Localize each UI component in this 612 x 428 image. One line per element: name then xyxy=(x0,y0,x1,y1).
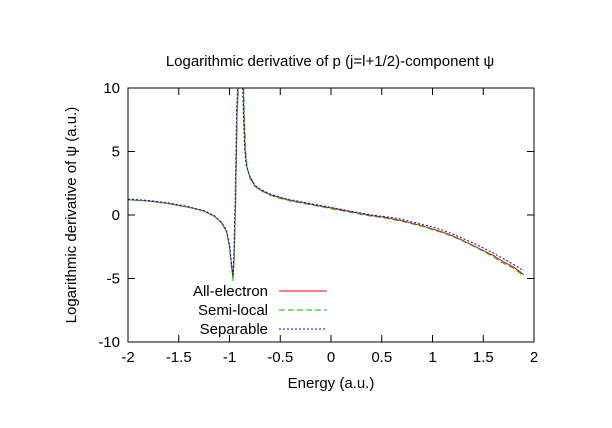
y-axis-label: Logarithmic derivative of ψ (a.u.) xyxy=(63,107,80,324)
x-tick-label: 1.5 xyxy=(473,349,494,366)
series-line xyxy=(128,88,239,275)
x-axis-label: Energy (a.u.) xyxy=(288,375,375,392)
series-line xyxy=(243,88,525,277)
x-tick-label: -0.5 xyxy=(267,349,293,366)
chart-title: Logarithmic derivative of p (j=l+1/2)-co… xyxy=(166,53,494,70)
legend-label: Semi-local xyxy=(198,302,268,319)
x-tick-label: -1.5 xyxy=(166,349,192,366)
legend: All-electron Semi-local Separable xyxy=(193,283,327,338)
legend-label: Separable xyxy=(200,321,268,338)
legend-label: All-electron xyxy=(193,283,268,300)
x-tick-label: 0.5 xyxy=(371,349,392,366)
x-tick-label: -1 xyxy=(223,349,236,366)
x-tick-label: -2 xyxy=(121,349,134,366)
series-layer xyxy=(128,88,525,282)
y-tick-label: 5 xyxy=(112,144,120,161)
x-tick-label: 2 xyxy=(530,349,538,366)
series-line xyxy=(242,88,525,272)
x-tick-label: 0 xyxy=(327,349,335,366)
y-tick-label: 0 xyxy=(112,207,120,224)
y-tick-label: -10 xyxy=(98,334,120,351)
x-tick-label: 1 xyxy=(428,349,436,366)
axes-ticks: -2 -1.5 -1 -0.5 0 0.5 1 1.5 2 -10 -5 0 5 10 xyxy=(98,80,538,366)
y-tick-label: 10 xyxy=(103,80,120,97)
y-tick-label: -5 xyxy=(107,271,120,288)
